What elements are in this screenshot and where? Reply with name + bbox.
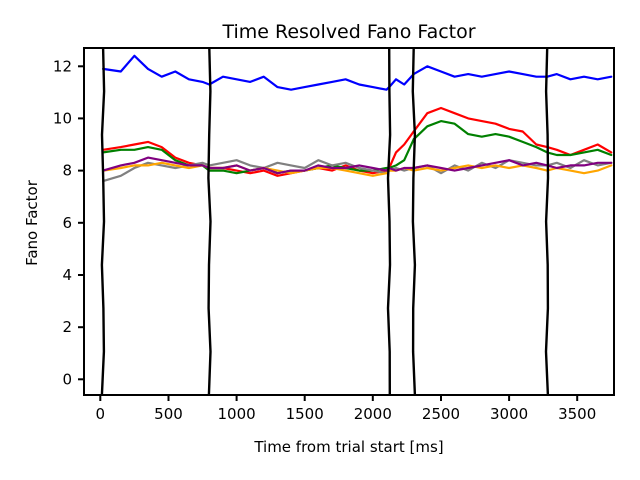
x-tick-label: 3500 bbox=[558, 405, 596, 423]
y-tick-label: 8 bbox=[62, 162, 72, 180]
series-4-line-segment-4 bbox=[546, 164, 613, 175]
series-layer bbox=[102, 54, 613, 183]
series-2-line-segment-4 bbox=[546, 148, 613, 157]
series-0-line-segment-0 bbox=[102, 54, 211, 86]
series-1-line-segment-2 bbox=[388, 130, 415, 170]
x-axis-label: Time from trial start [ms] bbox=[253, 438, 443, 456]
series-3-line-segment-1 bbox=[208, 159, 391, 175]
series-5-line-segment-4 bbox=[546, 161, 613, 170]
series-3-line-segment-0 bbox=[102, 161, 211, 183]
plot-frame bbox=[83, 47, 615, 396]
series-1-line-segment-4 bbox=[546, 143, 613, 157]
series-5-line-segment-3 bbox=[412, 159, 549, 172]
y-tick-label: 4 bbox=[62, 266, 72, 284]
x-tick-label: 2000 bbox=[354, 405, 392, 423]
x-tick-label: 2500 bbox=[422, 405, 460, 423]
x-tick-label: 500 bbox=[154, 405, 183, 423]
y-tick-label: 6 bbox=[62, 214, 72, 232]
event-line-4 bbox=[544, 47, 550, 396]
series-1-line-segment-3 bbox=[412, 106, 549, 149]
x-tick-label: 1500 bbox=[286, 405, 324, 423]
y-tick-label: 12 bbox=[53, 57, 72, 75]
event-line-1 bbox=[207, 47, 212, 396]
series-0-line-segment-4 bbox=[546, 73, 613, 81]
x-tick-label: 3000 bbox=[490, 405, 528, 423]
series-5-line-segment-1 bbox=[208, 164, 391, 175]
y-tick-label: 10 bbox=[53, 109, 72, 127]
series-5-line-segment-2 bbox=[388, 166, 415, 172]
chart-title: Time Resolved Fano Factor bbox=[221, 21, 475, 43]
x-tick-label: 1000 bbox=[218, 405, 256, 423]
x-tick-label: 0 bbox=[96, 405, 106, 423]
series-0-line-segment-3 bbox=[412, 65, 549, 78]
series-4-line-segment-3 bbox=[412, 164, 549, 172]
y-axis-label: Fano Factor bbox=[23, 179, 41, 266]
series-5-line-segment-0 bbox=[102, 156, 211, 172]
series-0-line-segment-2 bbox=[388, 73, 415, 89]
x-axis-ticks: 0 500 1000 1500 2000 2500 3000 3500 bbox=[96, 395, 596, 423]
series-0-line-segment-1 bbox=[208, 75, 391, 91]
event-lines bbox=[100, 47, 550, 396]
event-line-3 bbox=[411, 47, 417, 396]
series-3-line-segment-4 bbox=[546, 159, 613, 170]
event-line-0 bbox=[100, 47, 106, 396]
y-tick-label: 0 bbox=[62, 370, 72, 388]
event-line-2 bbox=[386, 47, 392, 396]
y-axis-ticks: 0 2 4 6 8 10 12 bbox=[53, 57, 84, 388]
series-2-line-segment-3 bbox=[412, 120, 549, 154]
y-tick-label: 2 bbox=[62, 318, 72, 336]
series-2-line-segment-2 bbox=[388, 138, 415, 170]
